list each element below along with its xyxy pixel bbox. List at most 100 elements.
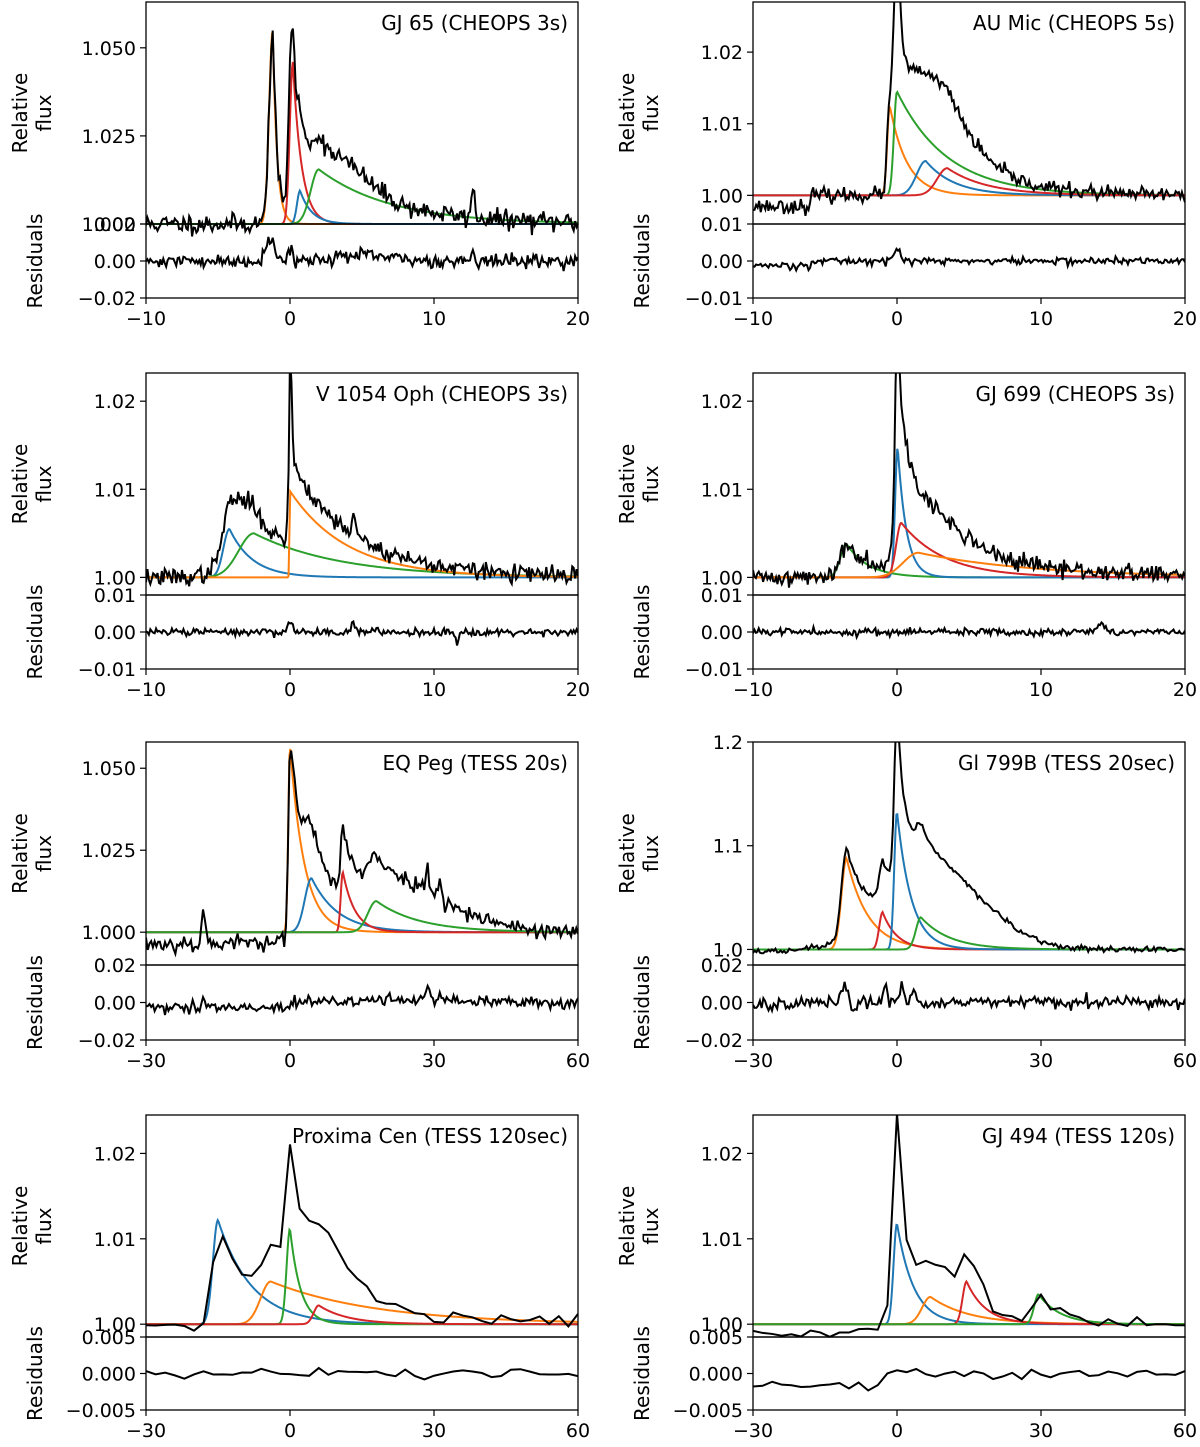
panel-6-ytick-label: 1.0 xyxy=(713,939,743,961)
panel-5-ylabel-line1: Relative xyxy=(8,813,32,894)
panel-8-ylabel-line2: flux xyxy=(639,1207,663,1244)
panel-5-residual-tick-label: 0.00 xyxy=(94,993,136,1015)
panel-7-residual-tick-label: 0.005 xyxy=(82,1327,136,1349)
panel-7-xtick-label: −30 xyxy=(126,1420,166,1442)
panel-3-residual-line xyxy=(146,619,578,646)
panel-5-ylabel-line2: flux xyxy=(32,835,56,872)
panel-6: 1.0 1.1 1.2 −0.02 0.00 0.02 −30 0 30 60 Relative fl… xyxy=(615,732,1197,1072)
panel-2-ylabel-line2: flux xyxy=(639,94,663,131)
panel-7-model-red xyxy=(146,1304,578,1326)
panel-2-ylabel-line1: Relative xyxy=(615,73,639,154)
panel-5-title: EQ Peg (TESS 20s) xyxy=(382,751,568,775)
panel-3: 1.00 1.01 1.02 −0.01 0.00 0.01 −10 0 10 20 Relativ… xyxy=(8,372,590,701)
panel-8-xtick-label: 30 xyxy=(1029,1420,1053,1442)
panel-8: 1.00 1.01 1.02 −0.005 0.000 0.005 −30 0 30 60 Rela… xyxy=(615,1114,1197,1442)
panel-5-ytick-label: 1.050 xyxy=(82,758,136,780)
panel-4-xtick-label: 10 xyxy=(1029,679,1053,701)
panel-7-ytick-label: 1.02 xyxy=(94,1143,136,1165)
panel-7-ylabel-line2: flux xyxy=(32,1207,56,1244)
panel-6-flux-axes xyxy=(752,741,1186,966)
panel-2-xtick-label: −10 xyxy=(733,308,773,330)
panel-7-xtick-label: 30 xyxy=(422,1420,446,1442)
panel-4-residual-ylabel: Residuals xyxy=(630,585,654,680)
panel-1-residual-tick-label: 0.00 xyxy=(94,251,136,273)
panel-3-ytick-label: 1.01 xyxy=(94,479,136,501)
panel-4-xtick-label: −10 xyxy=(733,679,773,701)
panel-7-residual-tick-label: −0.005 xyxy=(66,1400,136,1422)
panel-1-ylabel-line1: Relative xyxy=(8,73,32,154)
panel-6-ytick-label: 1.2 xyxy=(713,732,743,754)
panel-5-residual-tick-label: 0.02 xyxy=(94,955,136,977)
panel-3-ytick-label: 1.02 xyxy=(94,391,136,413)
panel-5-xtick-label: 0 xyxy=(284,1050,296,1072)
panel-8-model-red xyxy=(753,1279,1185,1326)
panel-8-residual-tick-label: 0.000 xyxy=(689,1364,743,1386)
panel-1-xtick-label: 10 xyxy=(422,308,446,330)
panel-1-flux-axes xyxy=(145,1,579,225)
panel-3-data-line xyxy=(146,373,578,588)
panel-4-residual-line xyxy=(753,620,1185,641)
panel-8-model-blue xyxy=(753,1223,1185,1326)
panel-8-residual-line xyxy=(753,1367,1185,1392)
panel-5: 1.000 1.025 1.050 −0.02 0.00 0.02 −30 0 30 60 Rela… xyxy=(8,741,590,1072)
panel-6-model-green xyxy=(753,916,1185,951)
panel-2-ytick-label: 1.02 xyxy=(701,42,743,64)
panel-5-ytick-label: 1.025 xyxy=(82,840,136,862)
panel-2-data-line xyxy=(753,2,1185,216)
panel-7-title: Proxima Cen (TESS 120sec) xyxy=(292,1124,568,1148)
panel-1-data-line xyxy=(146,28,578,237)
panel-1-residual-line xyxy=(146,236,578,272)
panel-6-xtick-label: 0 xyxy=(891,1050,903,1072)
panel-1-ytick-label: 1.000 xyxy=(82,214,136,236)
panel-1: 1.000 1.025 1.050 −0.02 0.00 0.02 −10 0 10 20 Rela… xyxy=(8,1,590,330)
panel-2-residual-tick-label: 0.01 xyxy=(701,214,743,236)
panel-5-residual-tick-label: −0.02 xyxy=(78,1030,136,1052)
panel-5-model-green xyxy=(146,900,578,934)
panel-4-ylabel-line2: flux xyxy=(639,465,663,502)
panel-5-model-orange xyxy=(146,748,578,934)
panel-8-ytick-label: 1.02 xyxy=(701,1143,743,1165)
panel-2-xtick-label: 0 xyxy=(891,308,903,330)
panel-5-ytick-label: 1.000 xyxy=(82,922,136,944)
panel-5-xtick-label: −30 xyxy=(126,1050,166,1072)
panel-4-data-line xyxy=(753,373,1185,588)
panel-1-model-orange xyxy=(146,32,578,225)
panel-3-ytick-label: 1.00 xyxy=(94,567,136,589)
panel-8-data-line xyxy=(753,1115,1185,1338)
panel-3-residual-tick-label: −0.01 xyxy=(78,659,136,681)
panel-6-xtick-label: 30 xyxy=(1029,1050,1053,1072)
panel-1-xtick-label: 20 xyxy=(566,308,590,330)
panel-7-ylabel-line1: Relative xyxy=(8,1186,32,1267)
panel-6-residual-ylabel: Residuals xyxy=(630,955,654,1050)
panel-6-data-line xyxy=(753,742,1185,955)
panel-4-xtick-label: 0 xyxy=(891,679,903,701)
panel-6-model-orange xyxy=(753,855,1185,951)
panel-5-residual-line xyxy=(146,983,578,1016)
panel-7-residual-ylabel: Residuals xyxy=(23,1326,47,1421)
panel-3-ylabel-line1: Relative xyxy=(8,444,32,525)
panel-1-model-red xyxy=(146,61,578,225)
panel-8-xtick-label: 0 xyxy=(891,1420,903,1442)
panel-8-flux-axes xyxy=(752,1114,1186,1338)
panel-3-xtick-label: 20 xyxy=(566,679,590,701)
panel-8-model-green xyxy=(753,1293,1185,1326)
panel-6-residual-tick-label: −0.02 xyxy=(685,1030,743,1052)
panel-7-ytick-label: 1.00 xyxy=(94,1314,136,1336)
panel-5-xtick-label: 30 xyxy=(422,1050,446,1072)
panel-7-data-line xyxy=(146,1144,578,1332)
panel-6-residual-tick-label: 0.00 xyxy=(701,993,743,1015)
panel-8-residual-ylabel: Residuals xyxy=(630,1326,654,1421)
panel-3-flux-axes xyxy=(145,372,579,596)
panel-4: 1.00 1.01 1.02 −0.01 0.00 0.01 −10 0 10 20 Relativ… xyxy=(615,372,1197,701)
panel-7-residual-line xyxy=(146,1366,578,1381)
panel-3-xtick-label: 0 xyxy=(284,679,296,701)
panel-1-ylabel-line2: flux xyxy=(32,94,56,131)
panel-6-model-blue xyxy=(753,812,1185,951)
panel-3-residual-tick-label: 0.01 xyxy=(94,585,136,607)
panel-3-ylabel-line2: flux xyxy=(32,465,56,502)
panel-7: 1.00 1.01 1.02 −0.005 0.000 0.005 −30 0 30 60 Rela… xyxy=(8,1114,590,1442)
panel-6-ylabel-line1: Relative xyxy=(615,813,639,894)
panel-2-residual-tick-label: 0.00 xyxy=(701,251,743,273)
panel-8-xtick-label: 60 xyxy=(1173,1420,1197,1442)
